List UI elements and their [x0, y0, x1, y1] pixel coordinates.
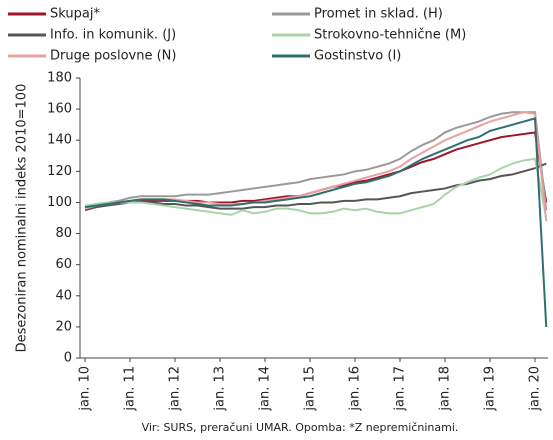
y-tick-label: 120 [47, 164, 72, 179]
legend-label: Gostinstvo (I) [314, 49, 401, 64]
x-tick-label: jan. 14 [258, 366, 273, 412]
x-tick-label: jan. 18 [438, 366, 453, 412]
line-series [84, 157, 548, 219]
x-tick-label: jan. 10 [78, 366, 93, 412]
x-tick-label: jan. 20 [528, 366, 543, 412]
y-tick-label: 140 [47, 133, 72, 148]
x-tick-label: jan. 13 [213, 366, 228, 412]
y-tick-label: 60 [55, 257, 72, 272]
y-tick-label: 160 [47, 102, 72, 117]
y-tick-label: 180 [47, 71, 72, 86]
legend-label: Druge poslovne (N) [50, 49, 176, 64]
x-tick-label: jan. 11 [123, 366, 138, 412]
y-tick-label: 20 [55, 319, 72, 334]
legend-label: Strokovno-tehnične (M) [314, 28, 466, 43]
y-tick-label: 0 [64, 351, 72, 366]
legend-label: Info. in komunik. (J) [50, 28, 176, 43]
legend-label: Skupaj* [50, 7, 100, 22]
x-tick-label: jan. 19 [483, 366, 498, 412]
x-tick-label: jan. 12 [168, 366, 183, 412]
line-series [84, 111, 548, 211]
legend-label: Promet in sklad. (H) [314, 7, 443, 22]
y-tick-label: 100 [47, 195, 72, 210]
x-tick-label: jan. 15 [303, 366, 318, 412]
y-tick-label: 40 [55, 288, 72, 303]
y-tick-label: 80 [55, 226, 72, 241]
note: Vir: SURS, preračuni UMAR. Opomba: *Z ne… [142, 421, 459, 434]
y-axis-label: Desezoniran nominalni indeks 2010=100 [15, 84, 30, 353]
line-series [84, 117, 548, 327]
x-tick-label: jan. 17 [393, 366, 408, 412]
line-series [84, 162, 547, 212]
x-tick-label: jan. 16 [348, 366, 363, 412]
